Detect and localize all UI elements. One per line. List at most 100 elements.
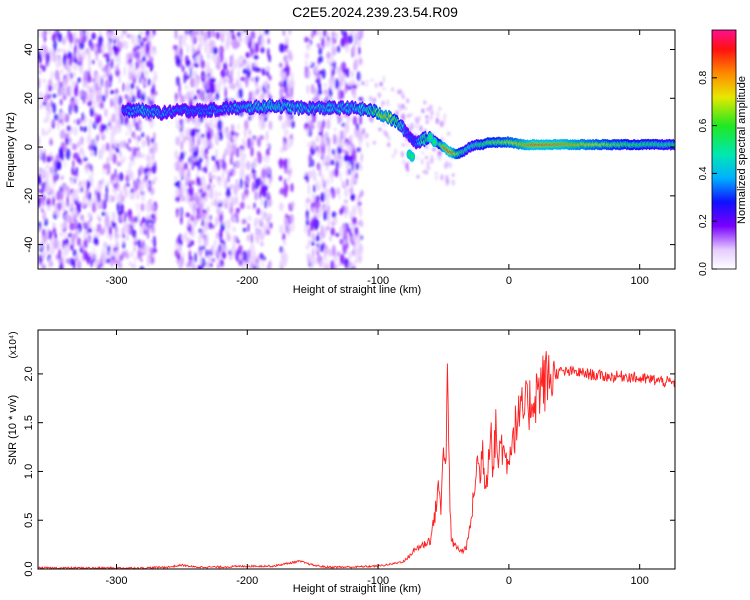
noise-speckle bbox=[146, 227, 149, 240]
noise-speckle bbox=[150, 239, 154, 244]
noise-speckle bbox=[88, 191, 92, 201]
noise-speckle bbox=[259, 180, 264, 185]
noise-speckle bbox=[253, 90, 257, 97]
noise-speckle bbox=[46, 199, 50, 206]
noise-speckle bbox=[260, 126, 263, 131]
noise-speckle bbox=[236, 78, 239, 88]
noise-speckle bbox=[434, 176, 438, 180]
noise-speckle bbox=[106, 56, 110, 63]
noise-speckle bbox=[230, 151, 234, 163]
noise-speckle bbox=[239, 167, 245, 179]
noise-speckle bbox=[175, 136, 181, 146]
noise-speckle bbox=[349, 134, 353, 144]
noise-speckle bbox=[128, 93, 132, 102]
noise-speckle bbox=[107, 64, 112, 75]
noise-speckle bbox=[58, 249, 61, 261]
noise-speckle bbox=[214, 132, 220, 144]
noise-speckle bbox=[143, 243, 149, 255]
noise-speckle bbox=[46, 52, 50, 63]
noise-speckle bbox=[107, 258, 111, 264]
noise-speckle bbox=[87, 74, 92, 84]
noise-speckle bbox=[210, 224, 215, 229]
noise-speckle bbox=[263, 116, 268, 122]
noise-speckle bbox=[306, 196, 311, 204]
noise-speckle bbox=[128, 71, 133, 81]
figure-title: C2E5.2024.239.23.54.R09 bbox=[292, 4, 458, 20]
noise-speckle bbox=[99, 228, 105, 235]
noise-speckle bbox=[352, 237, 355, 242]
noise-speckle bbox=[255, 76, 259, 83]
noise-speckle bbox=[110, 243, 113, 250]
noise-speckle bbox=[221, 251, 227, 259]
noise-speckle bbox=[245, 187, 249, 198]
noise-speckle bbox=[331, 148, 336, 155]
noise-speckle bbox=[108, 250, 114, 259]
noise-speckle bbox=[91, 59, 95, 65]
noise-speckle bbox=[93, 236, 98, 245]
noise-speckle bbox=[282, 56, 288, 62]
noise-speckle bbox=[72, 143, 77, 151]
noise-speckle bbox=[149, 227, 153, 234]
noise-speckle bbox=[351, 205, 357, 216]
noise-speckle bbox=[137, 239, 141, 249]
noise-speckle bbox=[174, 181, 180, 188]
noise-speckle bbox=[125, 131, 129, 136]
noise-speckle bbox=[105, 184, 109, 195]
y-tick-label: -20 bbox=[23, 188, 35, 204]
noise-speckle bbox=[48, 30, 52, 36]
noise-speckle bbox=[250, 233, 253, 244]
noise-speckle bbox=[308, 183, 311, 196]
noise-speckle bbox=[82, 90, 88, 101]
noise-speckle bbox=[285, 65, 291, 77]
noise-speckle bbox=[351, 159, 354, 172]
noise-speckle bbox=[429, 115, 433, 121]
noise-speckle bbox=[286, 49, 289, 54]
noise-speckle bbox=[101, 247, 105, 255]
noise-speckle bbox=[308, 227, 311, 238]
noise-speckle bbox=[414, 116, 418, 123]
noise-speckle bbox=[182, 136, 186, 144]
noise-speckle bbox=[233, 161, 236, 168]
noise-speckle bbox=[260, 36, 266, 46]
noise-speckle bbox=[148, 185, 151, 193]
noise-speckle bbox=[267, 164, 270, 176]
y-tick-label: 40 bbox=[23, 43, 35, 55]
noise-speckle bbox=[148, 40, 152, 49]
noise-speckle bbox=[48, 127, 52, 134]
noise-speckle bbox=[430, 109, 434, 116]
noise-speckle bbox=[212, 30, 215, 38]
noise-speckle bbox=[247, 249, 251, 260]
noise-speckle bbox=[93, 247, 95, 253]
noise-speckle bbox=[92, 98, 96, 111]
noise-speckle bbox=[238, 148, 244, 157]
noise-speckle bbox=[91, 32, 96, 40]
noise-speckle bbox=[306, 127, 310, 136]
noise-speckle bbox=[228, 74, 234, 85]
noise-speckle bbox=[97, 96, 99, 108]
noise-speckle bbox=[335, 232, 340, 237]
noise-speckle bbox=[51, 33, 57, 42]
noise-speckle bbox=[42, 233, 48, 244]
noise-speckle bbox=[55, 160, 61, 171]
noise-speckle bbox=[136, 37, 141, 45]
noise-speckle bbox=[406, 142, 410, 147]
noise-speckle bbox=[279, 147, 285, 154]
noise-speckle bbox=[139, 122, 142, 129]
noise-speckle bbox=[197, 159, 201, 171]
colorbar-label: Normalized spectral amplitude bbox=[736, 76, 748, 224]
noise-speckle bbox=[43, 130, 49, 136]
noise-speckle bbox=[340, 37, 345, 47]
spectrogram-y-label: Frequency (Hz) bbox=[5, 112, 17, 188]
noise-speckle bbox=[115, 259, 120, 266]
noise-speckle bbox=[256, 228, 262, 240]
noise-speckle bbox=[47, 243, 50, 253]
noise-speckle bbox=[119, 158, 124, 166]
spectrogram-image bbox=[38, 30, 675, 269]
noise-speckle bbox=[86, 96, 92, 102]
noise-speckle bbox=[56, 48, 62, 53]
noise-speckle bbox=[305, 59, 308, 66]
noise-speckle bbox=[364, 134, 368, 139]
noise-speckle bbox=[217, 198, 222, 204]
noise-speckle bbox=[259, 218, 262, 225]
noise-speckle bbox=[320, 181, 324, 188]
